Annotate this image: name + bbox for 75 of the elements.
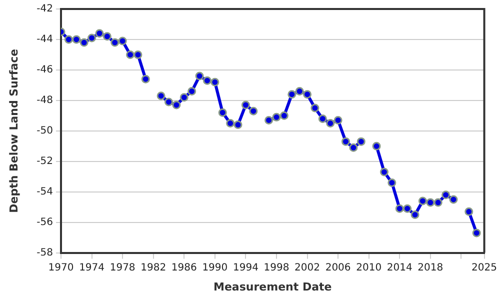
x-tick-label: 1990	[202, 262, 228, 274]
point	[272, 112, 281, 122]
point	[403, 204, 412, 213]
x-tick-label: 1982	[140, 262, 166, 274]
point	[141, 74, 150, 84]
y-tick-label: -44	[36, 34, 53, 46]
point	[156, 92, 166, 100]
point	[234, 120, 242, 130]
point	[210, 78, 220, 86]
point	[180, 93, 188, 102]
y-tick-label: -58	[36, 247, 53, 258]
point	[202, 76, 212, 85]
point	[395, 204, 404, 213]
point	[80, 38, 88, 47]
point	[118, 36, 127, 46]
point	[349, 143, 358, 152]
x-tick-label: 1970	[48, 262, 74, 274]
point	[303, 90, 312, 99]
point	[64, 35, 73, 44]
x-tick-label: 2025	[472, 262, 497, 274]
point	[288, 90, 296, 99]
x-tick-label: 2002	[294, 262, 320, 274]
point	[449, 195, 458, 204]
x-tick-label: 2010	[356, 262, 382, 274]
x-tick-label: 2018	[418, 262, 444, 274]
y-tick-label: -52	[36, 156, 53, 167]
point	[334, 116, 342, 124]
point	[164, 98, 173, 106]
point	[110, 38, 120, 47]
x-tick-label: 1986	[171, 262, 197, 274]
point	[218, 108, 227, 117]
point	[241, 100, 250, 110]
x-tick-label: 1974	[79, 262, 105, 274]
x-tick-label: 2014	[386, 262, 412, 274]
point	[172, 100, 181, 110]
point	[410, 210, 420, 219]
y-tick-label: -42	[36, 4, 53, 15]
point	[295, 87, 304, 96]
point	[280, 111, 288, 120]
y-axis-title: Depth Below Land Surface	[7, 48, 20, 213]
point	[380, 168, 388, 176]
point	[134, 50, 142, 59]
point	[342, 137, 350, 146]
y-tick-label: -50	[36, 125, 53, 136]
x-tick-label: 1998	[264, 262, 290, 274]
point	[310, 104, 320, 112]
point	[318, 114, 327, 123]
point	[434, 198, 442, 207]
point	[72, 35, 81, 44]
point	[472, 228, 481, 238]
y-tick-label: -48	[36, 95, 53, 106]
point	[226, 119, 235, 128]
point	[126, 50, 135, 59]
point	[418, 196, 427, 206]
point	[188, 87, 196, 96]
y-tick-label: -54	[36, 186, 53, 198]
x-tick-label: 1978	[110, 262, 136, 274]
point	[356, 137, 366, 146]
point	[464, 207, 474, 216]
x-axis-title: Measurement Date	[214, 280, 332, 294]
point	[264, 116, 274, 124]
point	[95, 29, 104, 38]
x-tick-label: 1994	[232, 262, 258, 274]
y-tick-label: -56	[36, 216, 53, 228]
x-tick-label: 2006	[325, 262, 351, 274]
point	[442, 190, 450, 200]
point	[195, 72, 204, 80]
point	[388, 178, 396, 187]
point	[326, 119, 335, 128]
point	[249, 106, 258, 116]
point	[88, 34, 96, 42]
point	[372, 142, 381, 150]
point	[102, 32, 112, 41]
y-tick-label: -46	[36, 64, 53, 76]
point	[426, 198, 435, 207]
